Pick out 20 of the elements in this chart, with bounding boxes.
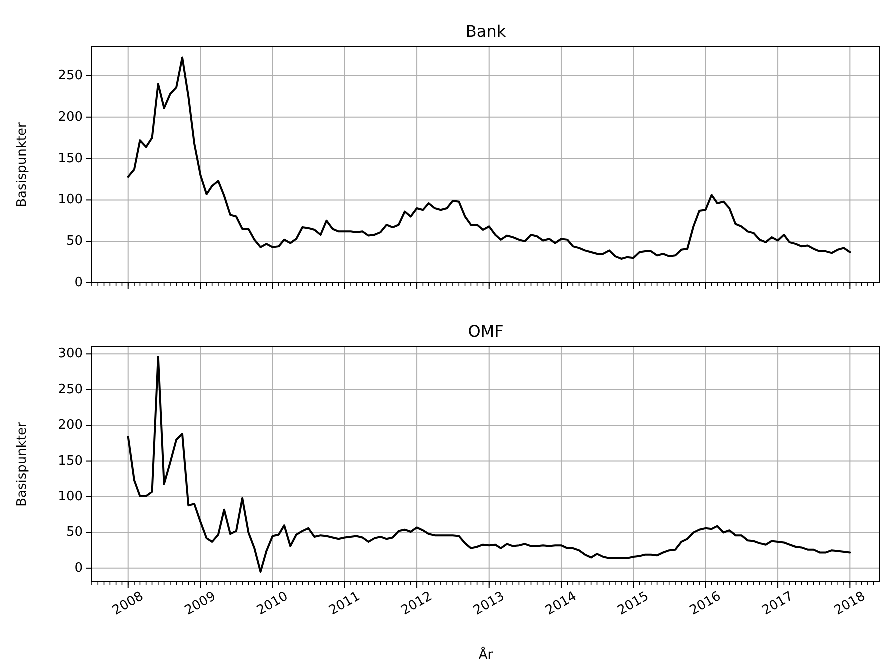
- y-tick-label: 0: [74, 276, 83, 290]
- line-series: [127, 56, 852, 260]
- y-tick-label: 200: [58, 418, 83, 434]
- x-axis-title: År: [478, 646, 494, 662]
- y-tick-label: 100: [58, 490, 83, 504]
- y-tick-label: 250: [58, 382, 83, 398]
- y-tick-label: 300: [58, 346, 83, 362]
- y-tick-label: 250: [58, 68, 83, 84]
- y-axis-title: Basispunkter: [15, 122, 30, 208]
- y-tick-label: 150: [58, 454, 83, 469]
- line-series: [127, 356, 852, 573]
- y-axis-title: Basispunkter: [15, 421, 30, 507]
- y-tick-label: 50: [66, 234, 83, 250]
- y-tick-label: 0: [74, 560, 83, 576]
- chart-title: OMF: [468, 322, 504, 341]
- y-tick-label: 50: [66, 525, 83, 540]
- y-tick-label: 200: [58, 110, 83, 125]
- y-tick-label: 150: [58, 151, 83, 166]
- chart-title: Bank: [466, 22, 507, 41]
- y-tick-label: 100: [58, 192, 83, 208]
